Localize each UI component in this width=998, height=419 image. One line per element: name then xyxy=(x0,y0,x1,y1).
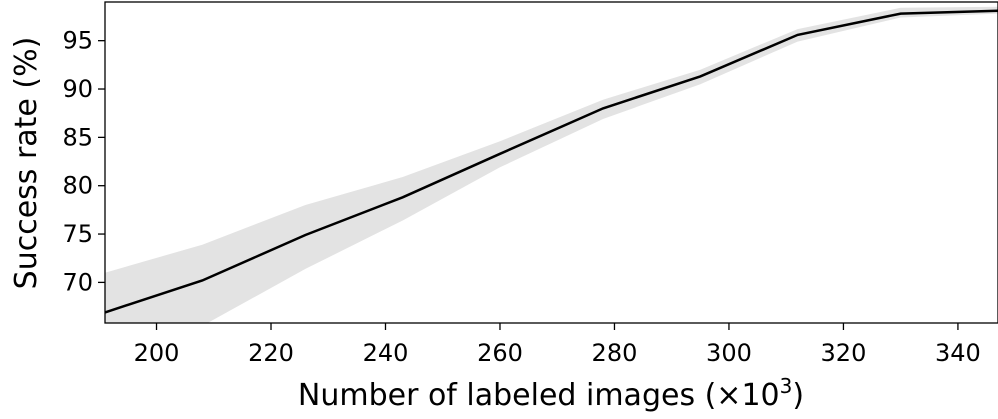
x-tick-label: 240 xyxy=(363,339,409,367)
y-tick-label: 90 xyxy=(62,75,93,103)
plot-area xyxy=(105,6,998,323)
x-axis-title-superscript: 3 xyxy=(780,374,793,398)
confidence-band xyxy=(105,6,998,323)
y-axis-title: Success rate (%) xyxy=(9,37,44,290)
y-tick-label: 70 xyxy=(62,268,93,296)
x-axis-title-close: ) xyxy=(792,378,804,413)
x-tick-label: 260 xyxy=(477,339,523,367)
x-tick-label: 340 xyxy=(935,339,981,367)
x-tick-label: 220 xyxy=(248,339,294,367)
x-axis-title: Number of labeled images (×103) xyxy=(298,374,804,413)
y-tick-label: 80 xyxy=(62,172,93,200)
mean-success-rate-line xyxy=(105,9,998,314)
x-tick-label: 300 xyxy=(706,339,752,367)
x-tick-label: 320 xyxy=(821,339,867,367)
y-tick-label: 85 xyxy=(62,123,93,151)
y-tick-label: 95 xyxy=(62,27,93,55)
x-tick-label: 200 xyxy=(134,339,180,367)
x-tick-label: 280 xyxy=(592,339,638,367)
y-axis: 70 75 80 85 90 95 xyxy=(62,27,105,296)
plot-frame xyxy=(104,1,998,324)
x-axis: 200 220 240 260 280 300 320 340 xyxy=(134,323,981,367)
y-tick-label: 75 xyxy=(62,220,93,248)
